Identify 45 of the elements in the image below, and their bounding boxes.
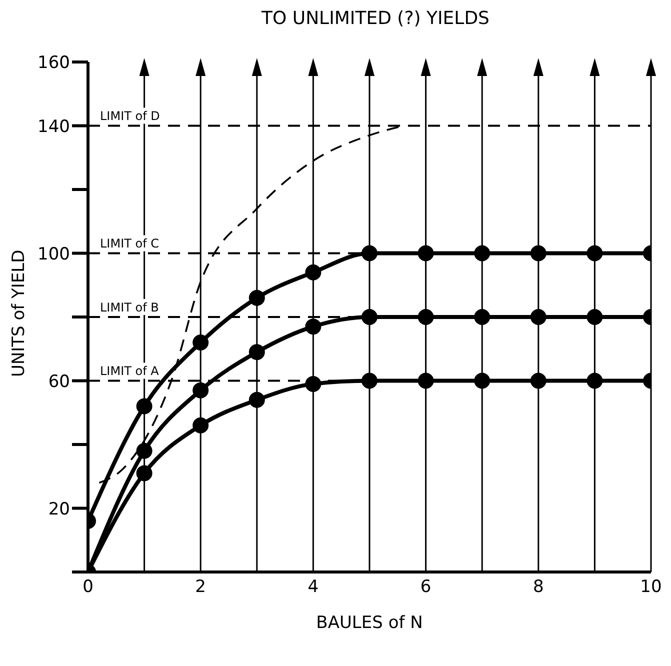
x-tick-label: 8	[532, 577, 544, 598]
point	[136, 465, 152, 482]
point	[305, 264, 322, 280]
x-tick-label: 10	[640, 577, 662, 598]
x-tick-label: 6	[420, 577, 432, 598]
point	[474, 309, 490, 325]
x-tick-label: 0	[82, 577, 94, 598]
y-axis-title: UNITS of YIELD	[9, 250, 30, 377]
point	[136, 398, 152, 414]
point	[530, 245, 546, 262]
point	[192, 382, 209, 398]
y-tick-label: 60	[48, 372, 70, 392]
x-tick-label: 4	[308, 577, 319, 598]
chart-title: TO UNLIMITED (?) YIELDS	[260, 8, 490, 31]
point	[418, 245, 434, 262]
point	[362, 372, 378, 389]
point	[474, 245, 490, 262]
y-tick-label: 160	[38, 53, 70, 74]
point	[418, 372, 434, 389]
point	[474, 372, 490, 389]
ref-line-label: LIMIT of B	[100, 300, 159, 314]
point	[248, 344, 265, 360]
y-tick-label: 140	[38, 116, 70, 137]
y-tick-label: 20	[48, 499, 70, 520]
point	[530, 372, 546, 389]
point	[362, 245, 378, 262]
point	[586, 309, 603, 325]
point	[248, 392, 265, 408]
point	[136, 442, 152, 459]
ref-line-label: LIMIT of D	[100, 109, 160, 124]
point	[305, 376, 322, 392]
x-axis-title: BAULES of N	[316, 613, 423, 633]
ref-line-label: LIMIT of A	[100, 364, 160, 378]
y-tick-label: 100	[38, 244, 70, 264]
point	[248, 290, 265, 306]
point	[192, 417, 209, 434]
point	[192, 334, 209, 350]
point	[586, 245, 603, 262]
point	[530, 309, 546, 325]
ref-line-label: LIMIT of C	[100, 236, 160, 251]
point	[362, 309, 378, 325]
point	[418, 309, 434, 325]
point	[305, 318, 322, 335]
point	[586, 372, 603, 389]
x-tick-label: 2	[195, 577, 206, 598]
